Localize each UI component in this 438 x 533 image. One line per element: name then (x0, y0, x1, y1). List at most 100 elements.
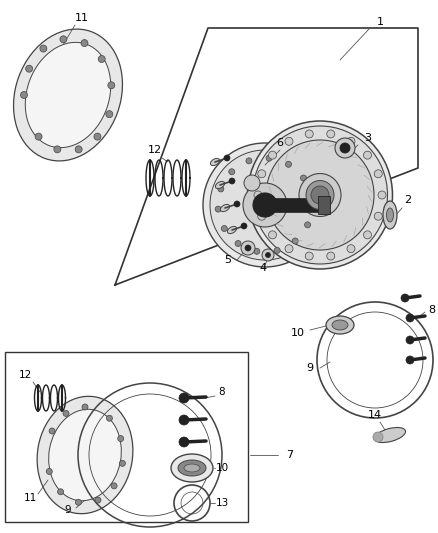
Text: 6: 6 (276, 138, 283, 148)
Text: 4: 4 (259, 263, 267, 273)
Circle shape (268, 151, 276, 159)
Circle shape (285, 245, 293, 253)
Circle shape (406, 336, 414, 344)
Ellipse shape (386, 208, 393, 222)
Circle shape (57, 489, 64, 495)
Circle shape (308, 194, 314, 200)
Circle shape (245, 245, 251, 251)
Ellipse shape (178, 460, 206, 476)
Circle shape (309, 202, 315, 208)
Text: 13: 13 (215, 498, 229, 508)
Circle shape (285, 138, 293, 146)
Bar (5, 352, 248, 522)
Circle shape (300, 175, 307, 181)
Circle shape (75, 499, 81, 505)
Ellipse shape (252, 126, 388, 264)
Circle shape (82, 404, 88, 410)
Circle shape (347, 138, 355, 146)
Circle shape (210, 150, 320, 260)
Circle shape (266, 155, 272, 161)
Text: 11: 11 (75, 13, 89, 23)
Circle shape (63, 410, 69, 416)
Circle shape (268, 231, 276, 239)
Text: 10: 10 (215, 463, 229, 473)
Circle shape (241, 223, 247, 229)
Text: 10: 10 (291, 328, 305, 338)
Circle shape (374, 170, 382, 178)
Circle shape (364, 231, 371, 239)
Circle shape (40, 45, 47, 52)
Circle shape (118, 435, 124, 441)
Text: 12: 12 (148, 145, 162, 155)
Circle shape (108, 82, 115, 89)
Circle shape (347, 245, 355, 253)
Circle shape (106, 111, 113, 118)
Ellipse shape (37, 397, 133, 514)
Text: 5: 5 (225, 255, 232, 265)
Bar (318, 196, 330, 214)
Circle shape (221, 225, 227, 231)
Ellipse shape (299, 174, 341, 216)
Ellipse shape (14, 29, 123, 161)
Circle shape (81, 39, 88, 46)
Text: 9: 9 (307, 363, 314, 373)
Circle shape (94, 133, 101, 140)
Ellipse shape (49, 409, 121, 500)
Circle shape (111, 483, 117, 489)
Text: 14: 14 (368, 410, 382, 420)
Circle shape (46, 469, 52, 474)
Circle shape (203, 143, 327, 267)
Ellipse shape (210, 158, 219, 166)
Circle shape (179, 415, 189, 425)
Circle shape (179, 437, 189, 447)
Text: 12: 12 (18, 370, 32, 380)
Circle shape (262, 249, 274, 261)
Circle shape (244, 175, 260, 191)
Circle shape (304, 222, 311, 228)
Circle shape (340, 143, 350, 153)
Ellipse shape (306, 181, 334, 209)
Circle shape (254, 191, 262, 199)
Circle shape (243, 183, 287, 227)
Circle shape (253, 193, 277, 217)
Circle shape (335, 138, 355, 158)
Circle shape (246, 158, 252, 164)
Ellipse shape (220, 204, 230, 212)
Circle shape (35, 133, 42, 140)
Circle shape (179, 393, 189, 403)
Bar (265, 198, 320, 212)
Circle shape (265, 253, 271, 257)
Text: 9: 9 (65, 505, 71, 515)
Circle shape (49, 428, 55, 434)
Circle shape (235, 240, 241, 246)
Circle shape (95, 497, 101, 503)
Circle shape (406, 356, 414, 364)
Circle shape (364, 151, 371, 159)
Circle shape (75, 146, 82, 153)
Ellipse shape (184, 464, 200, 472)
Ellipse shape (326, 316, 354, 334)
Circle shape (215, 206, 221, 212)
Circle shape (406, 314, 414, 322)
Circle shape (286, 161, 292, 167)
Ellipse shape (247, 121, 392, 269)
Circle shape (106, 415, 113, 421)
Circle shape (374, 212, 382, 220)
Text: 11: 11 (23, 493, 37, 503)
Text: 2: 2 (404, 195, 412, 205)
Ellipse shape (266, 140, 374, 250)
Ellipse shape (332, 320, 348, 330)
Circle shape (401, 294, 409, 302)
Circle shape (305, 130, 313, 138)
Circle shape (305, 252, 313, 260)
Circle shape (274, 247, 280, 253)
Text: 3: 3 (364, 133, 371, 143)
Circle shape (229, 169, 235, 175)
Circle shape (327, 130, 335, 138)
Circle shape (254, 248, 260, 254)
Circle shape (54, 146, 61, 153)
Ellipse shape (215, 181, 225, 189)
Ellipse shape (227, 227, 237, 233)
Circle shape (120, 461, 125, 466)
Ellipse shape (311, 186, 329, 204)
